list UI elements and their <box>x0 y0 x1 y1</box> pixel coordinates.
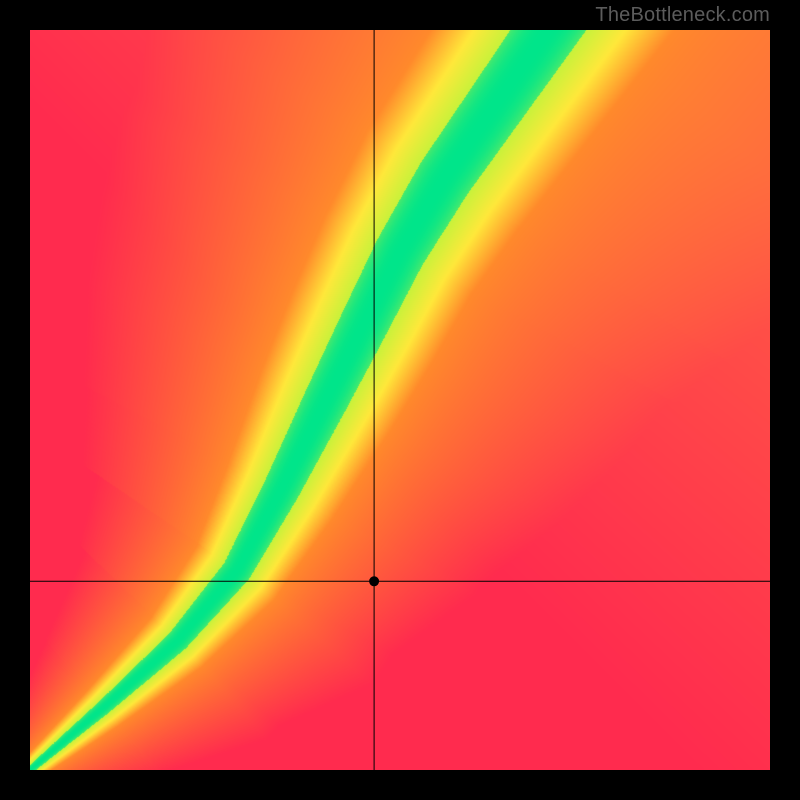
watermark-text: TheBottleneck.com <box>595 4 770 27</box>
heatmap-canvas <box>30 30 770 770</box>
chart-container: TheBottleneck.com <box>0 0 800 800</box>
